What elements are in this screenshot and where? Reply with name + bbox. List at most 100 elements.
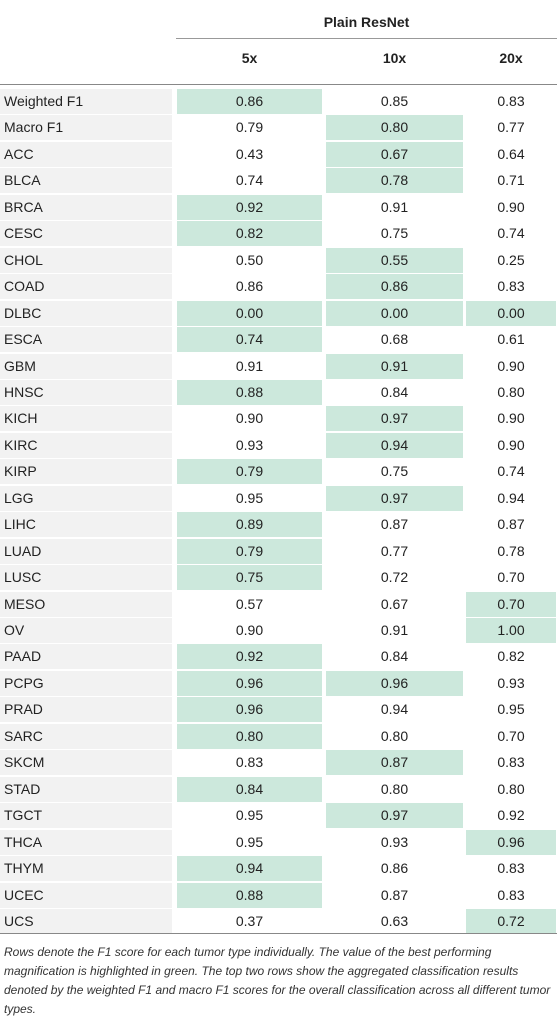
table-row: OV 0.90 0.91 1.00 (0, 617, 557, 643)
table-row: TGCT 0.95 0.97 0.92 (0, 802, 557, 829)
table-row: THYM 0.94 0.86 0.83 (0, 855, 557, 882)
cell-10x: 0.80 (380, 727, 409, 744)
row-label: KIRP (0, 459, 172, 485)
cell-20x: 0.83 (497, 860, 525, 877)
bottom-rule (0, 933, 557, 934)
cell-10x: 0.78 (326, 168, 463, 194)
cell-20x: 0.80 (497, 780, 525, 797)
cell-5x: 0.95 (235, 833, 264, 850)
table-caption: Rows denote the F1 score for each tumor … (4, 945, 551, 1016)
cell-10x: 0.68 (380, 331, 409, 348)
row-label: MESO (0, 591, 172, 617)
cell-10x: 0.84 (380, 383, 409, 400)
row-label: GBM (0, 353, 172, 379)
row-label: OV (0, 618, 172, 643)
row-label: SKCM (0, 750, 172, 776)
row-label: LUAD (0, 538, 172, 564)
cell-20x: 0.25 (497, 251, 525, 268)
cell-20x: 0.74 (497, 463, 525, 480)
cell-10x: 0.87 (326, 750, 463, 776)
cell-5x: 0.75 (177, 565, 322, 591)
cell-20x: 0.83 (497, 278, 525, 295)
cell-10x: 0.84 (380, 648, 409, 665)
cell-5x: 0.89 (177, 512, 322, 538)
cell-20x: 0.74 (497, 225, 525, 242)
cell-5x: 0.90 (235, 410, 264, 427)
cell-10x: 0.87 (380, 886, 409, 903)
table-row: UCS 0.37 0.63 0.72 (0, 908, 557, 934)
table-row: LGG 0.95 0.97 0.94 (0, 485, 557, 511)
row-label: STAD (0, 776, 172, 802)
table-row: CHOL 0.50 0.55 0.25 (0, 247, 557, 273)
cell-10x: 0.94 (380, 701, 409, 718)
row-label: SARC (0, 723, 172, 749)
table-row: PCPG 0.96 0.96 0.93 (0, 670, 557, 696)
column-header-20x: 20x (499, 50, 523, 66)
cell-10x: 0.91 (326, 353, 463, 379)
cell-5x: 0.96 (177, 670, 322, 696)
cell-5x: 0.37 (235, 912, 264, 929)
cell-20x: 0.80 (497, 383, 525, 400)
cell-10x: 0.67 (326, 141, 463, 167)
cell-20x: 0.70 (497, 727, 525, 744)
row-label: BLCA (0, 168, 172, 194)
cell-5x: 0.95 (235, 489, 264, 506)
cell-20x: 0.90 (497, 198, 525, 215)
group-header-rule (176, 38, 557, 39)
table-row: Macro F1 0.79 0.80 0.77 (0, 114, 557, 141)
row-label: KIRC (0, 432, 172, 458)
table-row: PRAD 0.96 0.94 0.95 (0, 696, 557, 723)
cell-20x: 0.70 (497, 569, 525, 586)
table-row: PAAD 0.92 0.84 0.82 (0, 643, 557, 670)
table-row: SARC 0.80 0.80 0.70 (0, 723, 557, 749)
cell-20x: 0.83 (497, 886, 525, 903)
cell-20x: 0.64 (497, 145, 525, 162)
header-rule (0, 84, 557, 85)
row-label: TGCT (0, 803, 172, 829)
table-row: ACC 0.43 0.67 0.64 (0, 141, 557, 167)
row-label: UCS (0, 908, 172, 934)
cell-20x: 0.82 (497, 648, 525, 665)
cell-20x: 0.71 (497, 172, 525, 189)
cell-20x: 0.93 (497, 674, 525, 691)
table-row: BLCA 0.74 0.78 0.71 (0, 167, 557, 194)
column-header-5x: 5x (241, 50, 258, 66)
cell-20x: 1.00 (466, 618, 556, 643)
cell-5x: 0.80 (177, 723, 322, 749)
cell-20x: 0.92 (497, 807, 525, 824)
table-row: SKCM 0.83 0.87 0.83 (0, 749, 557, 776)
cell-20x: 0.90 (497, 436, 525, 453)
cell-5x: 0.43 (235, 145, 264, 162)
table-row: ESCA 0.74 0.68 0.61 (0, 326, 557, 353)
cell-5x: 0.90 (235, 622, 264, 638)
table-row: LIHC 0.89 0.87 0.87 (0, 511, 557, 538)
cell-10x: 0.86 (326, 274, 463, 300)
cell-10x: 0.55 (326, 247, 463, 273)
row-label: PCPG (0, 670, 172, 696)
table-row: STAD 0.84 0.80 0.80 (0, 776, 557, 802)
row-label: ACC (0, 141, 172, 167)
cell-5x: 0.92 (177, 644, 322, 670)
table-row: CESC 0.82 0.75 0.74 (0, 220, 557, 247)
table-row: DLBC 0.00 0.00 0.00 (0, 300, 557, 326)
table-row: COAD 0.86 0.86 0.83 (0, 273, 557, 300)
cell-20x: 0.83 (497, 754, 525, 771)
cell-5x: 0.96 (177, 697, 322, 723)
cell-10x: 0.00 (326, 300, 463, 326)
cell-20x: 0.78 (497, 542, 525, 559)
cell-10x: 0.97 (326, 485, 463, 511)
cell-20x: 0.70 (466, 591, 556, 617)
column-header-10x: 10x (382, 50, 407, 66)
table-row: Weighted F1 0.86 0.85 0.83 (0, 88, 557, 114)
cell-5x: 0.95 (235, 807, 264, 824)
row-label: KICH (0, 406, 172, 432)
row-label: HNSC (0, 379, 172, 405)
cell-10x: 0.72 (380, 569, 409, 586)
cell-5x: 0.83 (235, 754, 264, 771)
cell-5x: 0.86 (177, 89, 322, 114)
table-row: KIRC 0.93 0.94 0.90 (0, 432, 557, 458)
cell-20x: 0.87 (497, 516, 525, 533)
cell-5x: 0.92 (177, 194, 322, 220)
row-label: COAD (0, 274, 172, 300)
cell-20x: 0.72 (466, 908, 556, 934)
